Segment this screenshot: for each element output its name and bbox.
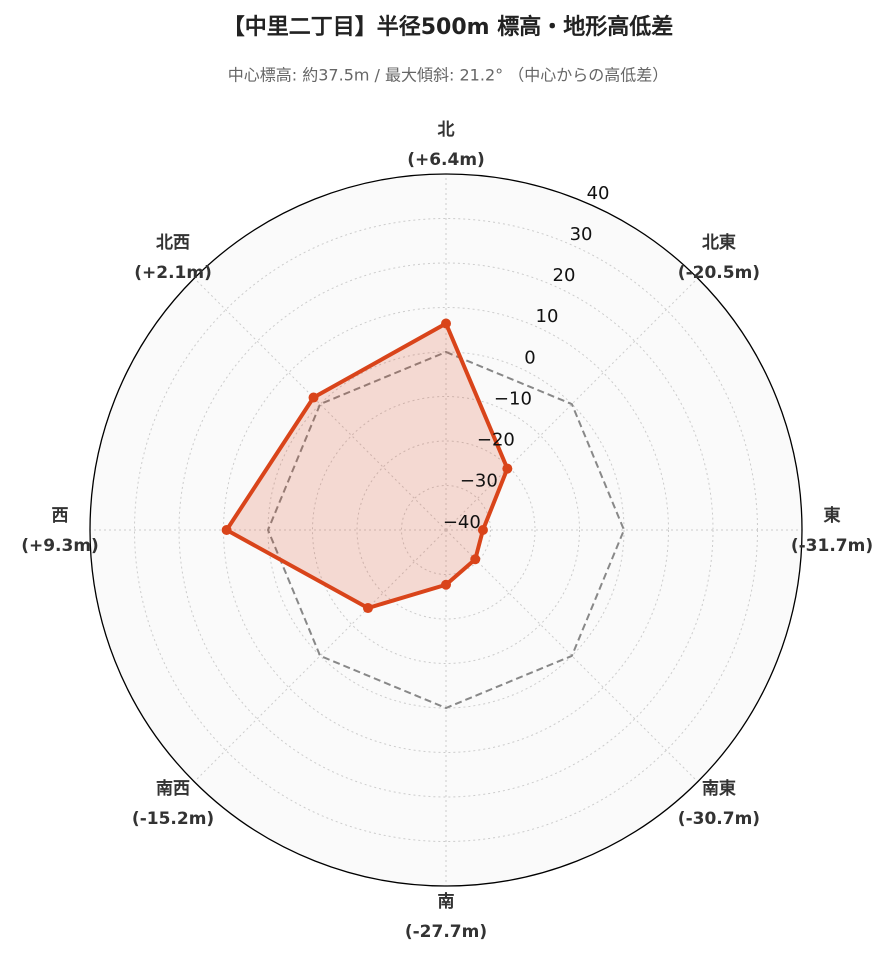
grid-spoke <box>445 529 699 783</box>
series-point <box>362 603 373 614</box>
category-label: 南 <box>438 891 455 912</box>
series-point <box>441 579 451 590</box>
r-tick-label: 40 <box>587 183 610 204</box>
grid-circle <box>356 440 536 620</box>
value-label: (+2.1m) <box>134 263 212 283</box>
r-tick-label: 20 <box>553 265 576 286</box>
value-label: (-31.7m) <box>791 536 873 556</box>
grid-spoke <box>193 529 447 783</box>
category-label: 南東 <box>702 778 736 799</box>
series-point <box>502 463 513 474</box>
r-tick-label: −10 <box>494 388 532 409</box>
series-point <box>470 554 481 565</box>
category-label: 南西 <box>156 778 190 799</box>
r-tick-label: −30 <box>460 471 498 492</box>
value-label: (+9.3m) <box>21 536 99 556</box>
value-label: (-30.7m) <box>678 809 760 829</box>
r-tick-label: 0 <box>524 347 535 368</box>
value-label: (-20.5m) <box>678 263 760 283</box>
plot-border <box>89 173 803 887</box>
category-label: 北西 <box>156 233 190 253</box>
grid-spoke <box>445 277 699 531</box>
value-label: (+6.4m) <box>407 150 485 170</box>
grid-circle <box>267 351 625 709</box>
series-point <box>308 392 319 403</box>
r-tick-label: 30 <box>570 224 593 245</box>
value-label: (-27.7m) <box>405 922 487 942</box>
category-label: 東 <box>824 505 841 526</box>
chart-subtitle: 中心標高: 約37.5m / 最大傾斜: 21.2° （中心からの高低差） <box>228 66 668 85</box>
category-label: 北東 <box>702 232 736 253</box>
category-label: 北 <box>438 120 455 140</box>
category-label: 西 <box>52 506 69 526</box>
r-tick-label: 10 <box>536 306 559 327</box>
value-label: (-15.2m) <box>132 809 214 829</box>
series-point <box>221 525 232 535</box>
grid-circle <box>312 396 580 664</box>
r-tick-label: −20 <box>477 430 515 451</box>
series-point <box>477 525 488 535</box>
chart-title: 【中里二丁目】半径500m 標高・地形高低差 <box>223 14 674 40</box>
grid-circle <box>223 307 669 753</box>
reference-line <box>266 350 626 710</box>
r-tick-label: −40 <box>443 512 481 533</box>
grid-spoke <box>193 277 447 531</box>
series-point <box>441 318 451 329</box>
grid-circle <box>401 485 491 575</box>
